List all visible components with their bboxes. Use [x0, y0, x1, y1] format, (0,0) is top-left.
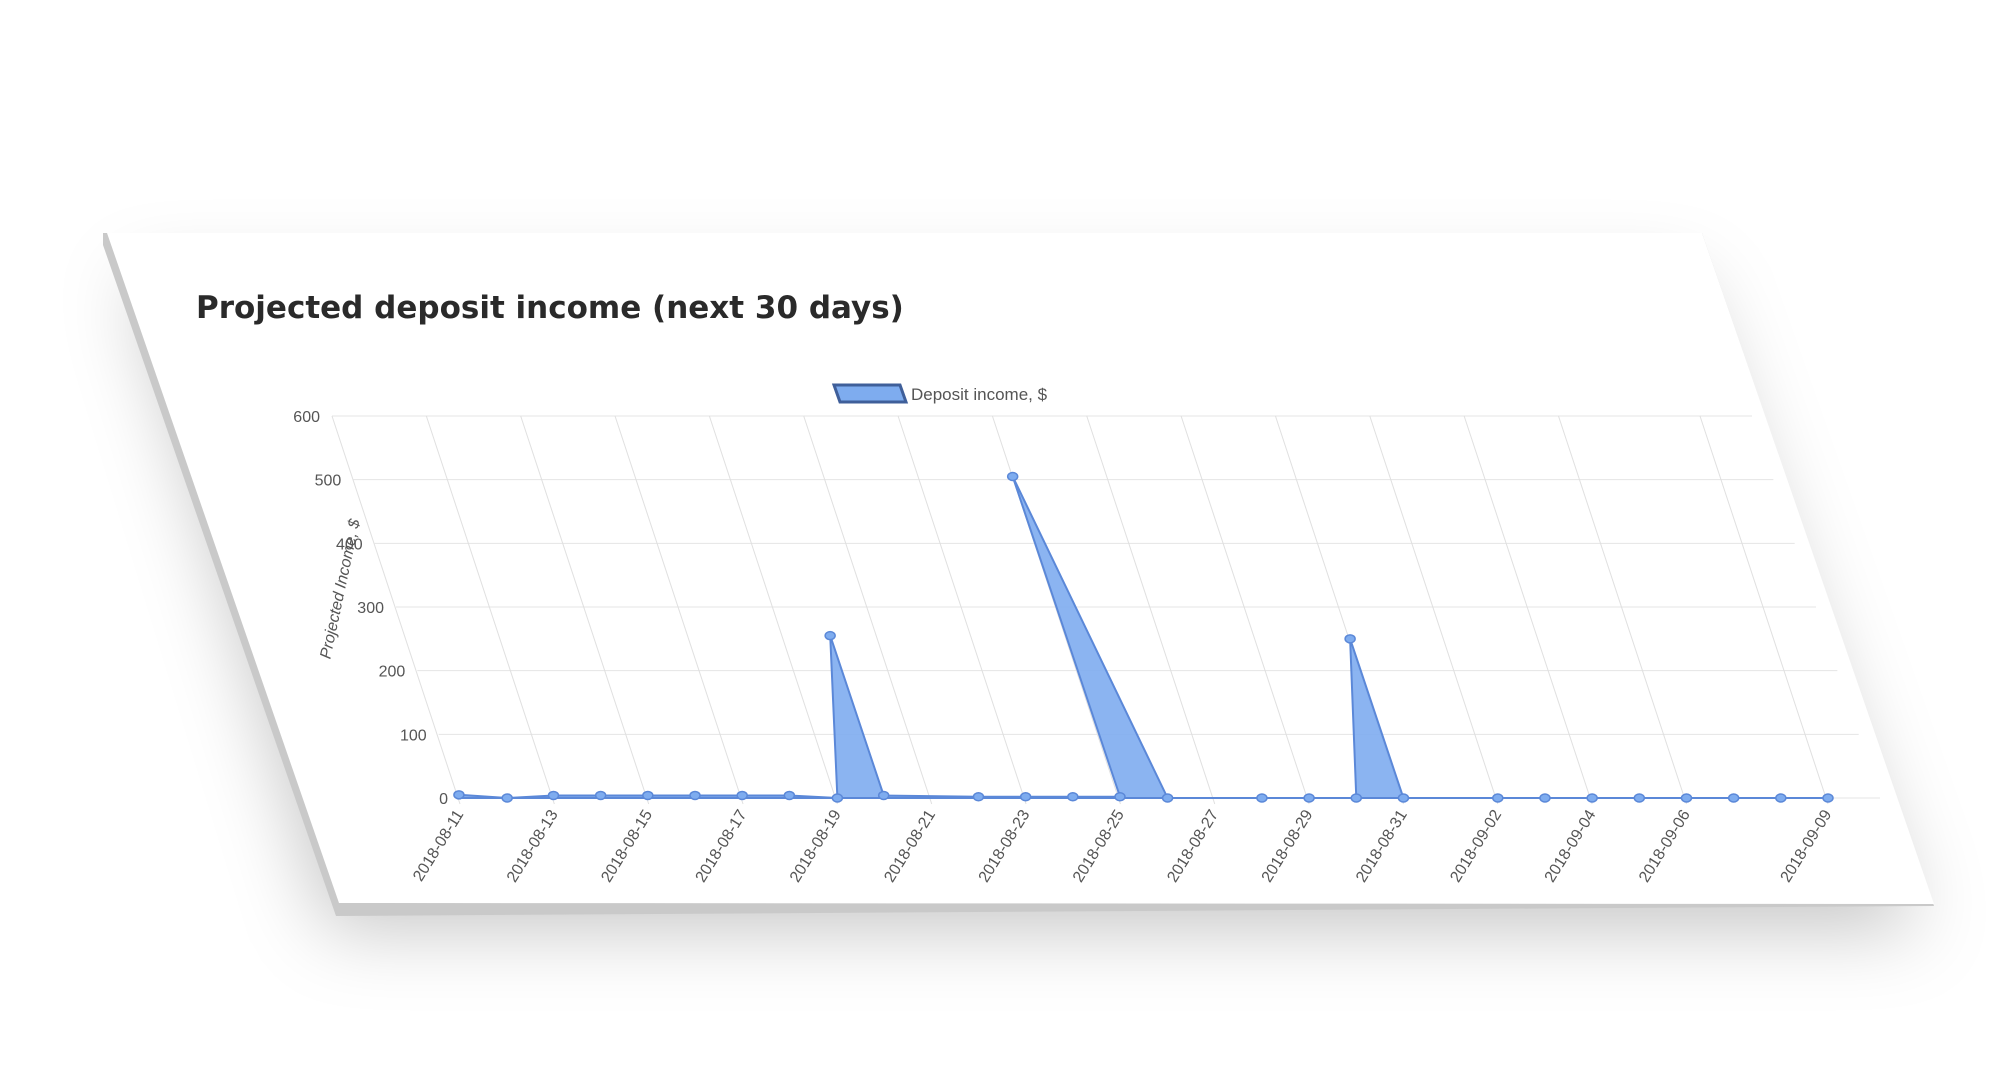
- data-point: [824, 630, 836, 641]
- data-point: [1775, 793, 1787, 803]
- y-tick-label: 0: [439, 791, 448, 808]
- gridline-v: [708, 415, 838, 805]
- data-point: [1633, 793, 1646, 803]
- y-tick-label: 400: [336, 536, 363, 553]
- legend-label: Deposit income, $: [911, 385, 1048, 404]
- data-point: [877, 790, 890, 801]
- gridline-v: [1180, 415, 1310, 805]
- gridline-v: [520, 415, 650, 805]
- data-points: [453, 471, 1834, 803]
- data-point: [1019, 791, 1032, 802]
- data-point: [1350, 793, 1363, 803]
- gridline-v: [425, 415, 555, 805]
- y-tick-label: 600: [293, 409, 320, 426]
- gridline-v: [1558, 415, 1687, 805]
- data-point: [1680, 793, 1693, 803]
- data-point: [1006, 471, 1019, 482]
- data-point: [501, 793, 513, 803]
- data-point: [1822, 793, 1834, 803]
- data-point: [736, 790, 748, 801]
- gridline-v: [803, 415, 933, 805]
- gridline-v: [331, 415, 461, 805]
- data-point: [1256, 793, 1268, 803]
- gridline-v: [897, 415, 1027, 805]
- data-point: [1397, 793, 1410, 803]
- series-area: [457, 475, 1829, 799]
- legend: Deposit income, $: [831, 383, 1048, 404]
- data-point: [783, 790, 796, 801]
- data-point: [642, 790, 654, 801]
- data-point: [547, 790, 560, 801]
- gridline-v: [614, 415, 744, 805]
- card-face: [107, 233, 1934, 904]
- data-point: [1727, 793, 1740, 803]
- data-point: [1114, 791, 1126, 802]
- data-point: [1586, 793, 1598, 803]
- data-point: [594, 790, 607, 801]
- data-point: [972, 791, 985, 802]
- data-point: [689, 790, 701, 801]
- series-area-deposit-income: [457, 475, 1829, 799]
- gridline-v: [1086, 415, 1216, 805]
- chart-title: Projected deposit income (next 30 days): [196, 290, 904, 326]
- gridline-v: [1699, 415, 1829, 805]
- y-tick-label: 200: [379, 664, 406, 681]
- data-point: [831, 793, 844, 803]
- gridline-v: [1369, 415, 1499, 805]
- data-point: [1492, 793, 1504, 803]
- legend-swatch: [831, 383, 909, 404]
- y-axis-ticks: 0 100 200 300 400 500 600: [293, 409, 448, 808]
- data-point: [1539, 793, 1551, 803]
- data-point: [1161, 793, 1174, 803]
- data-point: [1344, 634, 1356, 644]
- y-tick-label: 500: [315, 473, 342, 490]
- data-point: [453, 790, 465, 800]
- data-point: [1067, 791, 1079, 802]
- y-tick-label: 100: [400, 727, 427, 744]
- gridline-v: [1463, 415, 1593, 805]
- y-tick-label: 300: [357, 600, 384, 617]
- data-point: [1303, 793, 1315, 803]
